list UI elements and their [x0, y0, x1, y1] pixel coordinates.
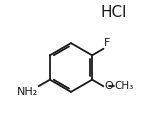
Text: NH₂: NH₂	[17, 87, 38, 97]
Text: CH₃: CH₃	[114, 81, 133, 91]
Text: F: F	[104, 38, 110, 48]
Text: O: O	[104, 81, 113, 91]
Text: HCl: HCl	[100, 5, 127, 20]
